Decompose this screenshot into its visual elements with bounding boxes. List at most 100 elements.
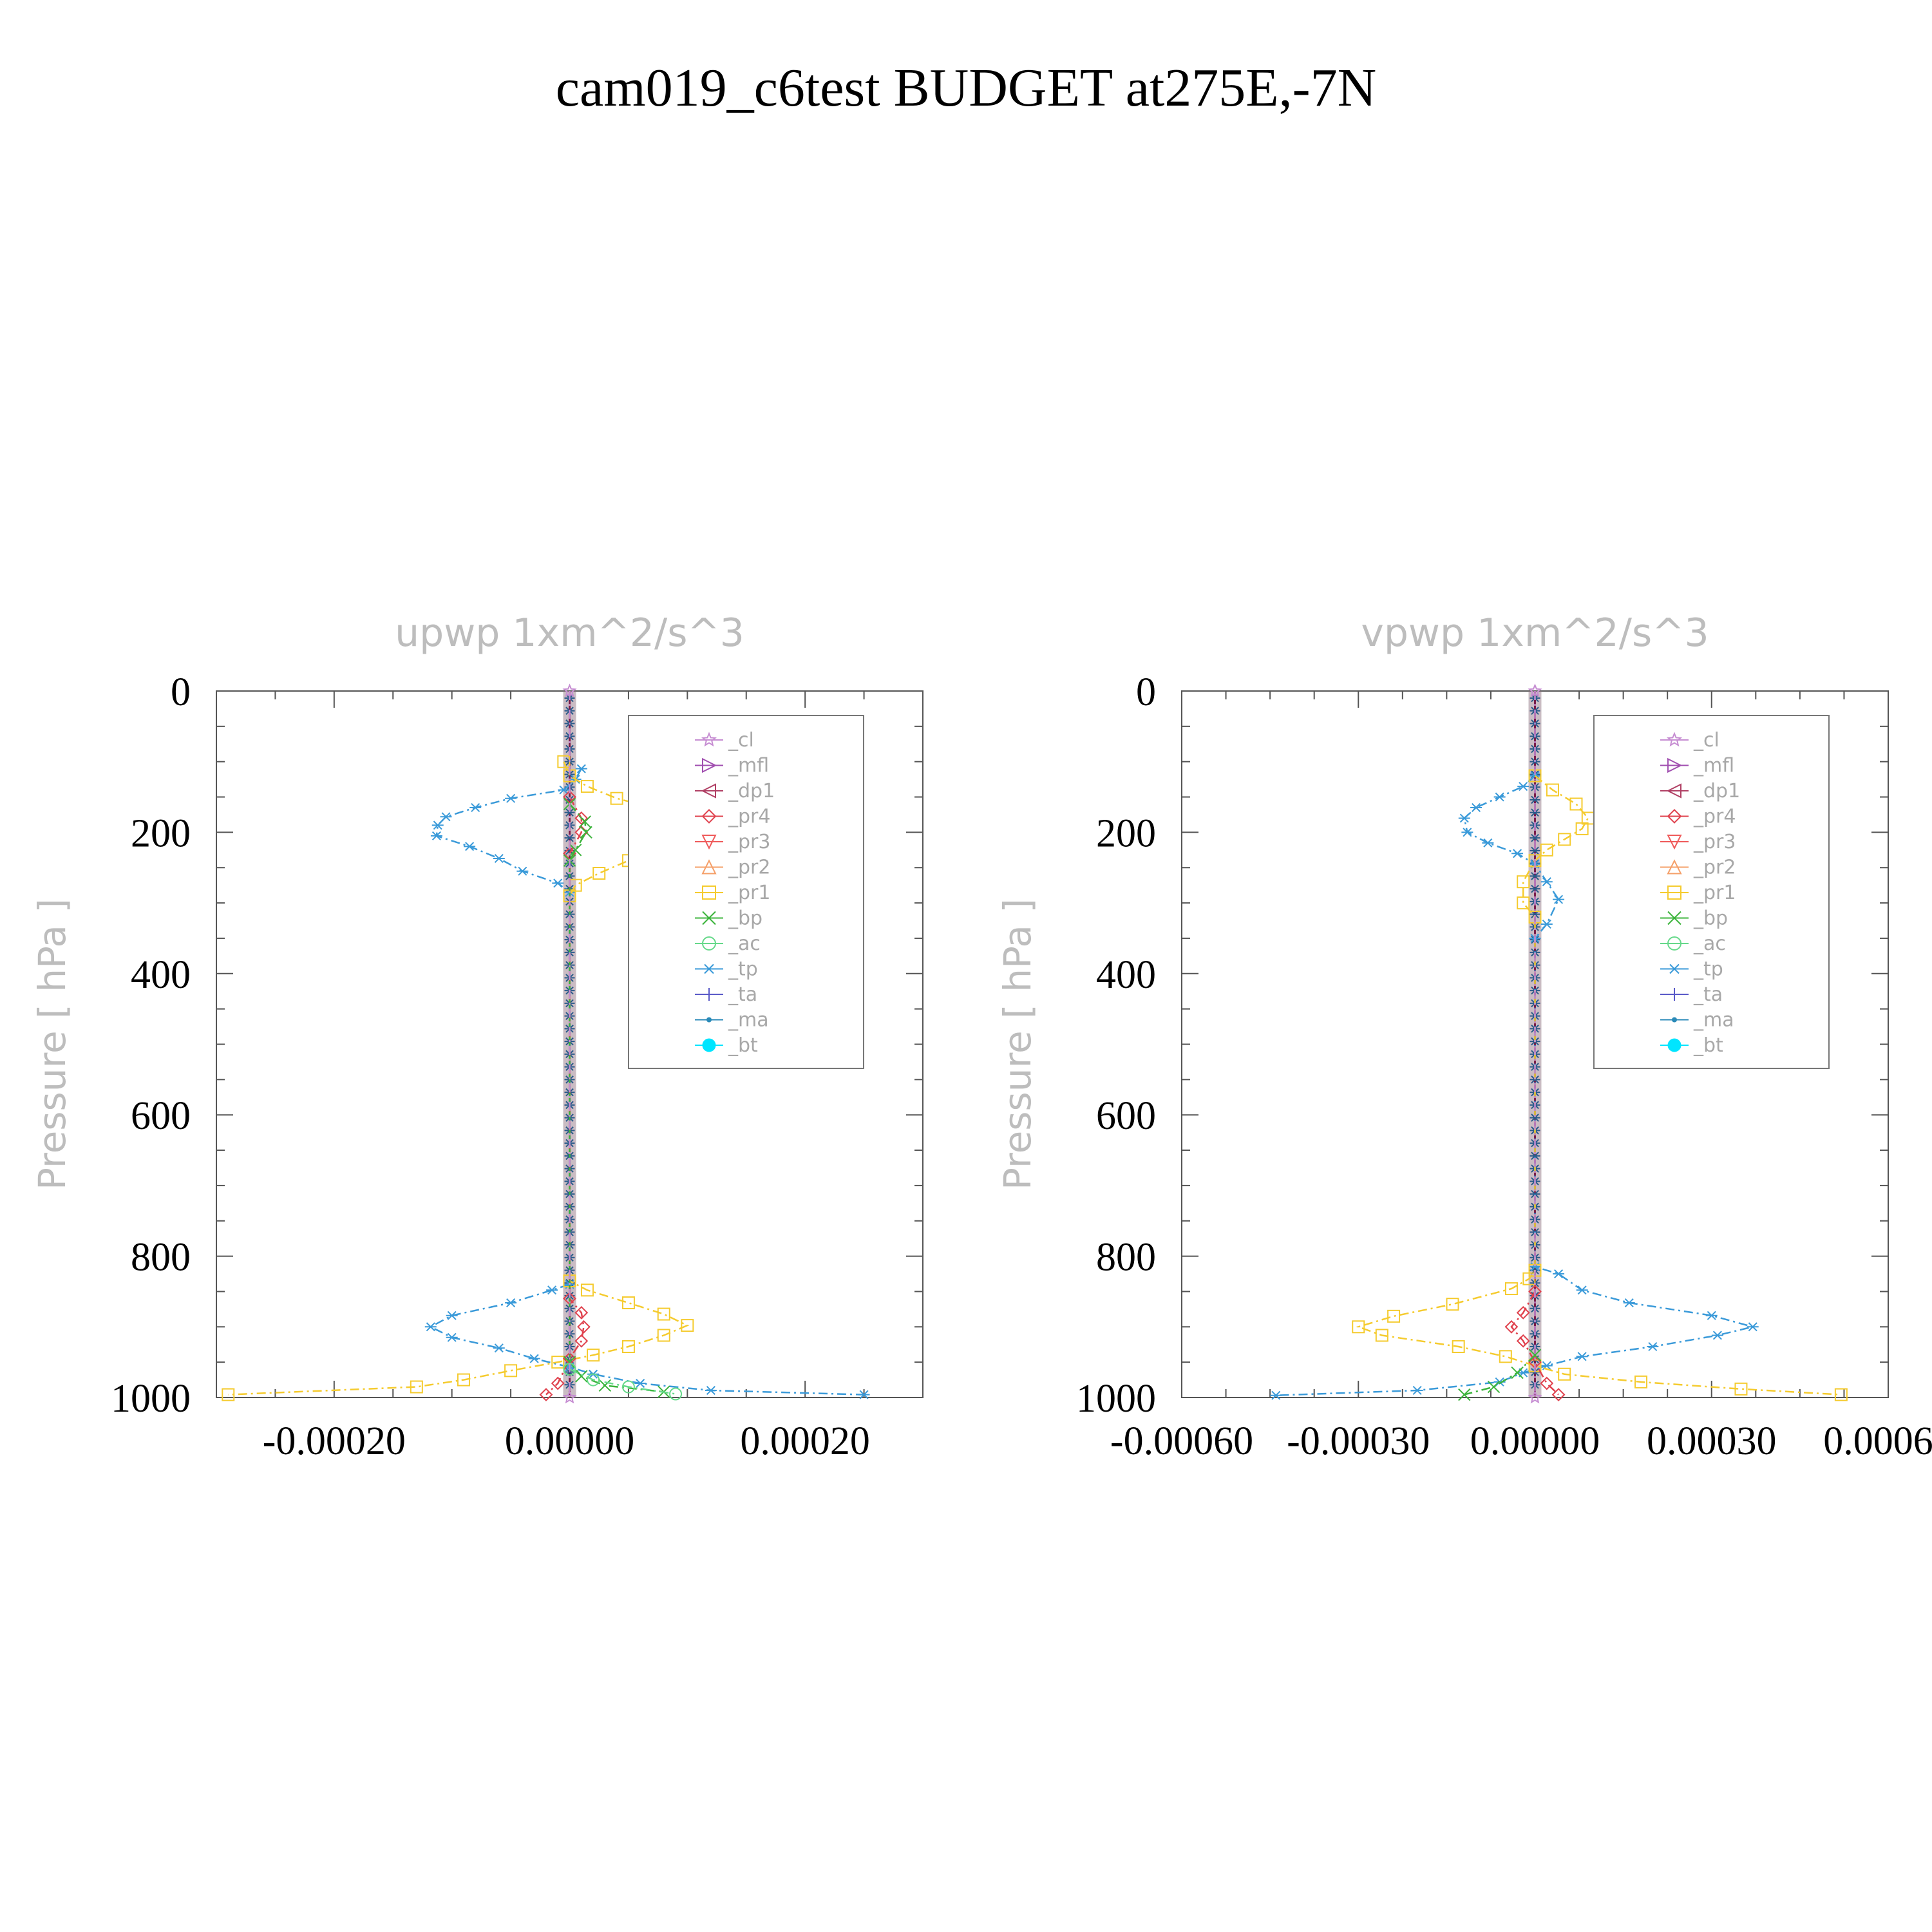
zero-marker: [1530, 833, 1540, 842]
series-point-tp: [1461, 828, 1473, 837]
legend: _cl _mfl _dp1 _pr4 _pr3 _pr2 _pr1 _bp _ac _tp_ta _…: [1593, 715, 1830, 1069]
legend-marker-cl: [701, 732, 717, 747]
series-point-pr1: [1558, 833, 1571, 846]
legend-label: _ac: [728, 933, 761, 955]
series-point-ac: [669, 1387, 683, 1401]
x-tick-label: -0.00060: [1110, 1419, 1253, 1463]
legend-marker-ma: [1672, 1017, 1677, 1023]
x-tick-label: 0.00000: [505, 1419, 635, 1463]
y-axis-label: Pressure [ hPa ]: [30, 898, 74, 1190]
legend-marker-pr4: [1667, 809, 1682, 824]
series-point-pr1: [222, 1388, 235, 1401]
legend-marker-dp1: [1666, 783, 1681, 799]
series-point-tp: [552, 878, 564, 888]
series-point-pr1: [1575, 822, 1589, 835]
series-point-bp: [578, 815, 591, 828]
y-tick-label: 600: [131, 1094, 191, 1138]
y-tick-label: 0: [171, 670, 191, 714]
legend-marker-mfl: [702, 757, 717, 773]
y-axis-label: Pressure [ hPa ]: [996, 898, 1039, 1190]
series-point-tp: [469, 802, 482, 813]
series-point-pr4: [539, 1388, 553, 1402]
legend-label: _bp: [728, 907, 762, 930]
series-line-pr1: [1356, 775, 1841, 1396]
series-point-ac: [587, 1373, 600, 1387]
legend-label: _ta: [728, 983, 757, 1006]
series-point-tp: [1540, 877, 1553, 887]
legend-marker-ta: [703, 988, 715, 1001]
series-point-pr1: [1387, 1309, 1401, 1323]
legend-label: _pr3: [1693, 831, 1736, 853]
legend-marker-ta: [1668, 988, 1681, 1001]
series-line-tp: [1276, 775, 1754, 1396]
legend-marker-bt: [702, 1038, 716, 1052]
x-tick-label: -0.00020: [263, 1419, 406, 1463]
legend-marker-pr3: [1667, 835, 1682, 850]
series-point-bp: [580, 826, 592, 839]
series-point-pr1: [587, 1349, 600, 1362]
legend-label: _pr1: [728, 882, 770, 904]
series-point-tp: [430, 831, 442, 840]
series-point-tp: [464, 842, 476, 851]
y-tick-label: 800: [131, 1236, 191, 1280]
series-point-cl: [1528, 683, 1542, 697]
series-point-tp: [493, 853, 505, 863]
legend-marker-pr1: [1667, 886, 1681, 900]
legend-marker-dp1: [701, 783, 716, 799]
series-point-pr1: [1734, 1382, 1748, 1396]
series-point-tp: [1411, 1386, 1423, 1396]
legend-marker-pr3: [701, 835, 717, 850]
panel-upwp: upwp 1xm^2/s^3 Pressure [ hPa ] 0 200 400 600…: [30, 611, 923, 1463]
series-point-tp: [634, 1379, 647, 1388]
series-point-pr1: [504, 1364, 518, 1378]
series-point-tp: [446, 1311, 458, 1320]
legend-label: _pr3: [728, 831, 770, 853]
series-point-pr1: [1834, 1388, 1848, 1401]
y-tick-label: 400: [1096, 953, 1156, 997]
series-point-pr1: [1375, 1329, 1388, 1342]
series-point-tp: [505, 793, 517, 803]
series-point-pr4: [574, 811, 589, 825]
series-point-tp: [1647, 1342, 1659, 1352]
zero-marker: [1530, 1189, 1540, 1198]
y-tick-label: 400: [131, 953, 191, 997]
series-point-tp: [1511, 849, 1524, 858]
series-point-cl: [562, 683, 577, 697]
zero-marker: [1530, 884, 1540, 893]
legend-marker-bp: [702, 911, 716, 925]
series-line-ac: [569, 1368, 676, 1395]
series-point-tp: [446, 1332, 458, 1342]
legend-box: [628, 715, 864, 1069]
series-point-pr4: [563, 790, 576, 804]
panel-title: upwp 1xm^2/s^3: [395, 611, 744, 656]
x-tick-label: -0.00030: [1287, 1419, 1430, 1463]
series-point-tp: [431, 820, 444, 830]
series-point-bp: [1458, 1388, 1471, 1401]
series-point-tp: [546, 1285, 558, 1295]
series-point-pr4: [577, 1320, 591, 1334]
series-point-pr1: [621, 1296, 635, 1310]
series-point-pr1: [1517, 875, 1530, 889]
series-point-pr1: [681, 1319, 694, 1332]
legend-marker-pr1: [702, 886, 716, 900]
legend-label: _tp: [728, 958, 758, 981]
panel-vpwp: vpwp 1xm^2/s^3 Pressure [ hPa ] 0 200 400 600…: [996, 611, 1932, 1463]
panel-title: vpwp 1xm^2/s^3: [1361, 611, 1709, 656]
series-point-pr1: [457, 1373, 470, 1387]
legend-marker-bp: [1667, 911, 1681, 925]
series-point-pr1: [592, 867, 606, 880]
legend-label: _bt: [728, 1034, 758, 1057]
series-point-tp: [1553, 1269, 1565, 1279]
legend-label: _pr4: [1693, 806, 1736, 828]
legend-label: _pr4: [728, 806, 770, 828]
legend-label: _mfl: [728, 755, 769, 777]
legend-label: _mfl: [1693, 755, 1734, 777]
legend-marker-ma: [706, 1017, 712, 1023]
series-point-pr1: [1634, 1375, 1648, 1388]
zero-marker: [1530, 1075, 1540, 1084]
legend-marker-mfl: [1667, 757, 1683, 773]
legend-marker-tp: [703, 963, 715, 974]
series-point-bp: [1511, 1366, 1524, 1379]
series-point-bp: [1528, 1349, 1542, 1361]
series-point-pr1: [551, 1356, 565, 1369]
